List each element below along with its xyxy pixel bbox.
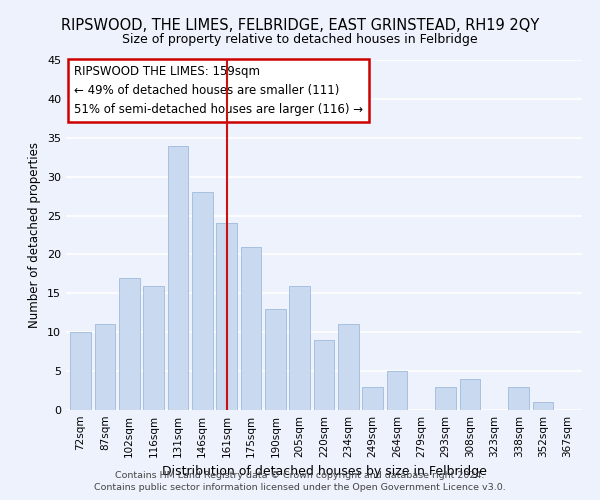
Bar [508,386,529,410]
Text: Size of property relative to detached houses in Felbridge: Size of property relative to detached ho… [122,32,478,46]
Bar [216,224,237,410]
Text: Contains public sector information licensed under the Open Government Licence v3: Contains public sector information licen… [94,483,506,492]
Bar [167,146,188,410]
Bar [143,286,164,410]
Bar [338,324,359,410]
Text: RIPSWOOD THE LIMES: 159sqm
← 49% of detached houses are smaller (111)
51% of sem: RIPSWOOD THE LIMES: 159sqm ← 49% of deta… [74,66,363,116]
Bar [192,192,212,410]
Bar [241,246,262,410]
Bar [119,278,140,410]
Bar [95,324,115,410]
Text: RIPSWOOD, THE LIMES, FELBRIDGE, EAST GRINSTEAD, RH19 2QY: RIPSWOOD, THE LIMES, FELBRIDGE, EAST GRI… [61,18,539,32]
Bar [70,332,91,410]
Bar [436,386,456,410]
Bar [289,286,310,410]
Text: Contains HM Land Registry data © Crown copyright and database right 2024.: Contains HM Land Registry data © Crown c… [115,470,485,480]
X-axis label: Distribution of detached houses by size in Felbridge: Distribution of detached houses by size … [161,466,487,478]
Bar [460,379,481,410]
Y-axis label: Number of detached properties: Number of detached properties [28,142,41,328]
Bar [533,402,553,410]
Bar [362,386,383,410]
Bar [314,340,334,410]
Bar [386,371,407,410]
Bar [265,309,286,410]
